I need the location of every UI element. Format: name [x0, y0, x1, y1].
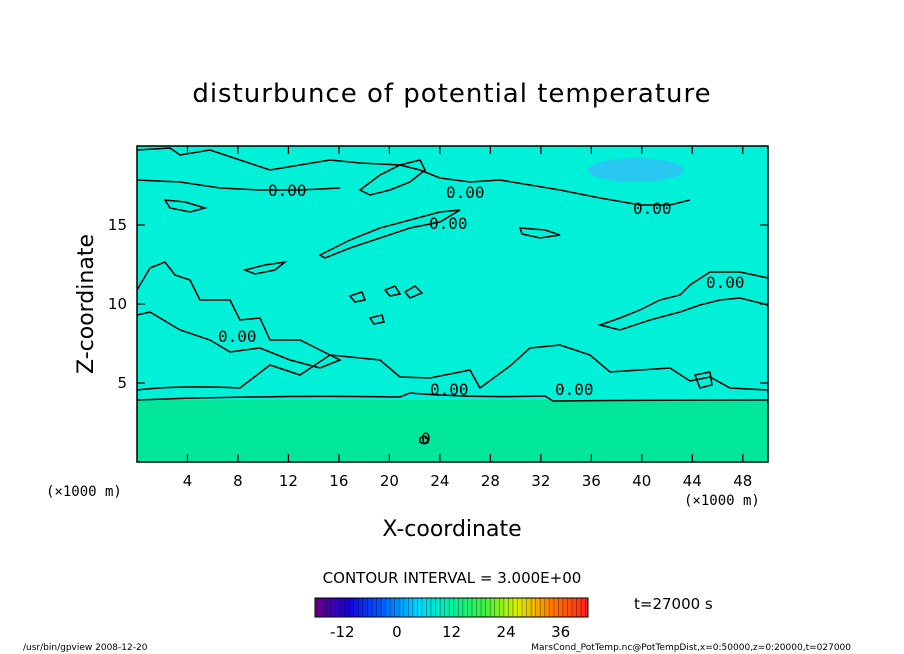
contour-line: [518, 227, 561, 239]
contour-label: 0.00: [633, 199, 672, 218]
contour-interval: CONTOUR INTERVAL = 3.000E+00: [323, 569, 582, 587]
colorbar-tick-label: 36: [551, 623, 570, 641]
contour-line: [383, 285, 402, 297]
heatmap-field: 0.00 0.00 0.00 0.00 0.00 0.00 0.00 0.00 …: [137, 146, 768, 462]
colorbar-stripes: [316, 598, 587, 617]
contour-line: [368, 314, 385, 325]
y-tick-label: 15: [108, 216, 127, 234]
cold-patch: [588, 158, 684, 182]
contour-label: 0.00: [268, 181, 307, 200]
colorbar-tick-label: 12: [442, 623, 461, 641]
contour-label: 0.00: [555, 380, 594, 399]
contour-label: 0.00: [706, 273, 745, 292]
x-tick-label: 44: [683, 472, 702, 490]
contour-label: 0.00: [429, 214, 468, 233]
contour-label: 0.00: [430, 380, 469, 399]
time-label: t=27000 s: [634, 595, 713, 613]
x-tick-label: 28: [481, 472, 500, 490]
x-tick-label: 48: [733, 472, 752, 490]
y-axis-label: Z-coordinate: [74, 234, 99, 374]
x-axis-label: X-coordinate: [382, 517, 521, 542]
contour-label: 0: [421, 429, 431, 448]
x-tick-label: 12: [279, 472, 298, 490]
x-tick-label: 24: [430, 472, 449, 490]
x-unit-right: (×1000 m): [684, 493, 760, 509]
colorbar-ticks: -12 0 12 24 36: [330, 623, 570, 641]
x-tick-label: 20: [380, 472, 399, 490]
chart-title: disturbunce of potential temperature: [192, 79, 711, 109]
contour-line: [137, 147, 691, 206]
x-tick-label: 4: [183, 472, 193, 490]
footer-left: /usr/bin/gpview 2008-12-20: [23, 643, 148, 653]
x-tick-label: 16: [329, 472, 348, 490]
contour-line: [693, 371, 713, 389]
x-axis: 4 8 12 16 20 24 28 32 36 40 44 48: [183, 146, 752, 490]
colorbar-tick-label: -12: [330, 623, 355, 641]
contour-line: [403, 285, 424, 299]
contour-lines: [137, 147, 768, 445]
colorbar-tick-label: 0: [392, 623, 402, 641]
lower-layer: [137, 400, 768, 462]
contour-line: [242, 260, 288, 275]
x-tick-label: 8: [233, 472, 243, 490]
y-tick-label: 5: [117, 374, 127, 392]
contour-line: [358, 159, 426, 196]
colorbar-tick-label: 24: [497, 623, 516, 641]
contour-line: [137, 179, 341, 191]
contour-line: [348, 291, 367, 303]
y-tick-label: 10: [108, 295, 127, 313]
contour-line: [137, 392, 768, 402]
contour-line: [419, 435, 429, 445]
contour-line: [597, 271, 768, 331]
contour-label: 0.00: [446, 183, 485, 202]
y-axis: 5 10 15: [108, 216, 768, 392]
contour-line: [137, 261, 342, 369]
x-tick-label: 32: [531, 472, 550, 490]
colorbar: [314, 597, 589, 618]
x-tick-label: 40: [632, 472, 651, 490]
contour-line: [163, 199, 208, 213]
contour-label-group: 0.00 0.00 0.00 0.00 0.00 0.00 0.00 0.00 …: [218, 181, 745, 448]
x-tick-label: 36: [582, 472, 601, 490]
contour-label: 0.00: [218, 327, 257, 346]
footer-right: MarsCond_PotTemp.nc@PotTempDist,x=0:5000…: [531, 643, 851, 653]
contour-line: [318, 209, 461, 259]
x-unit-left: (×1000 m): [46, 484, 122, 500]
